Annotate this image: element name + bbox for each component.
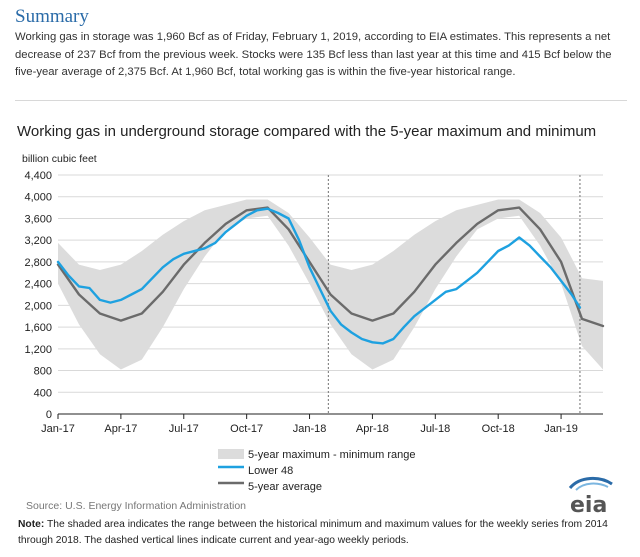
y-tick-label: 4,400 — [24, 170, 52, 182]
x-tick-label: Jul-18 — [420, 423, 450, 435]
x-tick-label: Jan-19 — [544, 423, 578, 435]
chart-title: Working gas in underground storage compa… — [17, 123, 596, 140]
y-tick-label: 1,200 — [24, 344, 52, 356]
y-tick-label: 2,400 — [24, 279, 52, 291]
legend-swatch-range — [218, 449, 244, 459]
y-tick-label: 0 — [46, 409, 52, 421]
y-tick-label: 800 — [34, 366, 52, 378]
x-tick-label: Apr-17 — [104, 423, 137, 435]
note-text: The shaded area indicates the range betw… — [18, 519, 608, 546]
x-tick-label: Apr-18 — [356, 423, 389, 435]
y-tick-label: 400 — [34, 387, 52, 399]
summary-text: Working gas in storage was 1,960 Bcf as … — [15, 31, 612, 78]
x-tick-label: Jan-18 — [293, 423, 327, 435]
legend: 5-year maximum - minimum range Lower 48 5-… — [218, 449, 415, 493]
y-tick-label: 3,200 — [24, 235, 52, 247]
plot-area — [56, 175, 605, 414]
divider — [15, 100, 627, 101]
legend-label: 5-year average — [248, 481, 322, 493]
y-tick-label: 2,800 — [24, 257, 52, 269]
eia-logo: eia — [568, 477, 613, 516]
legend-label: Lower 48 — [248, 465, 293, 477]
x-tick-label: Jul-17 — [169, 423, 199, 435]
legend-label: 5-year maximum - minimum range — [248, 449, 415, 461]
x-tick-label: Oct-17 — [230, 423, 263, 435]
source-text: Source: U.S. Energy Information Administ… — [26, 500, 247, 512]
note-label: Note: — [18, 519, 45, 530]
y-axis-label: billion cubic feet — [22, 153, 97, 165]
lower48-line — [56, 207, 582, 345]
eia-logo-text: eia — [570, 493, 607, 516]
y-tick-label: 3,600 — [24, 213, 52, 225]
average-line — [56, 206, 605, 328]
x-tick-label: Oct-18 — [482, 423, 515, 435]
y-tick-label: 1,600 — [24, 322, 52, 334]
y-tick-label: 4,000 — [24, 192, 52, 204]
storage-chart: Working gas in underground storage compa… — [17, 123, 605, 493]
note: Note: The shaded area indicates the rang… — [18, 517, 630, 549]
x-tick-label: Jan-17 — [41, 423, 75, 435]
summary-title: Summary — [15, 6, 89, 27]
range-band — [58, 199, 603, 370]
axes: 0 400 800 1,200 1,600 2,000 2,400 2,800 3,200 3,6… — [24, 170, 603, 435]
y-tick-label: 2,000 — [24, 300, 52, 312]
